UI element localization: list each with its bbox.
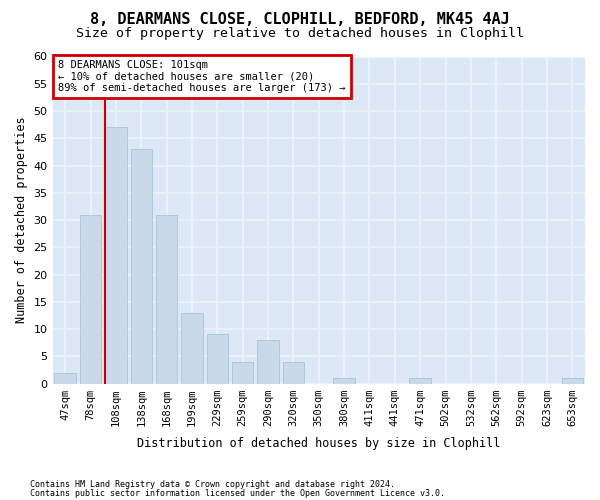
Bar bbox=[232, 362, 253, 384]
X-axis label: Distribution of detached houses by size in Clophill: Distribution of detached houses by size … bbox=[137, 437, 500, 450]
Text: Contains public sector information licensed under the Open Government Licence v3: Contains public sector information licen… bbox=[30, 488, 445, 498]
Bar bbox=[105, 128, 127, 384]
Bar bbox=[156, 214, 178, 384]
Bar bbox=[257, 340, 279, 384]
Text: Size of property relative to detached houses in Clophill: Size of property relative to detached ho… bbox=[76, 28, 524, 40]
Bar bbox=[562, 378, 583, 384]
Text: 8 DEARMANS CLOSE: 101sqm
← 10% of detached houses are smaller (20)
89% of semi-d: 8 DEARMANS CLOSE: 101sqm ← 10% of detach… bbox=[58, 60, 346, 93]
Bar bbox=[131, 149, 152, 384]
Bar bbox=[283, 362, 304, 384]
Y-axis label: Number of detached properties: Number of detached properties bbox=[15, 116, 28, 324]
Bar bbox=[55, 372, 76, 384]
Bar bbox=[181, 312, 203, 384]
Bar bbox=[334, 378, 355, 384]
Text: Contains HM Land Registry data © Crown copyright and database right 2024.: Contains HM Land Registry data © Crown c… bbox=[30, 480, 395, 489]
Bar bbox=[409, 378, 431, 384]
Bar bbox=[206, 334, 228, 384]
Bar bbox=[80, 214, 101, 384]
Text: 8, DEARMANS CLOSE, CLOPHILL, BEDFORD, MK45 4AJ: 8, DEARMANS CLOSE, CLOPHILL, BEDFORD, MK… bbox=[90, 12, 510, 28]
